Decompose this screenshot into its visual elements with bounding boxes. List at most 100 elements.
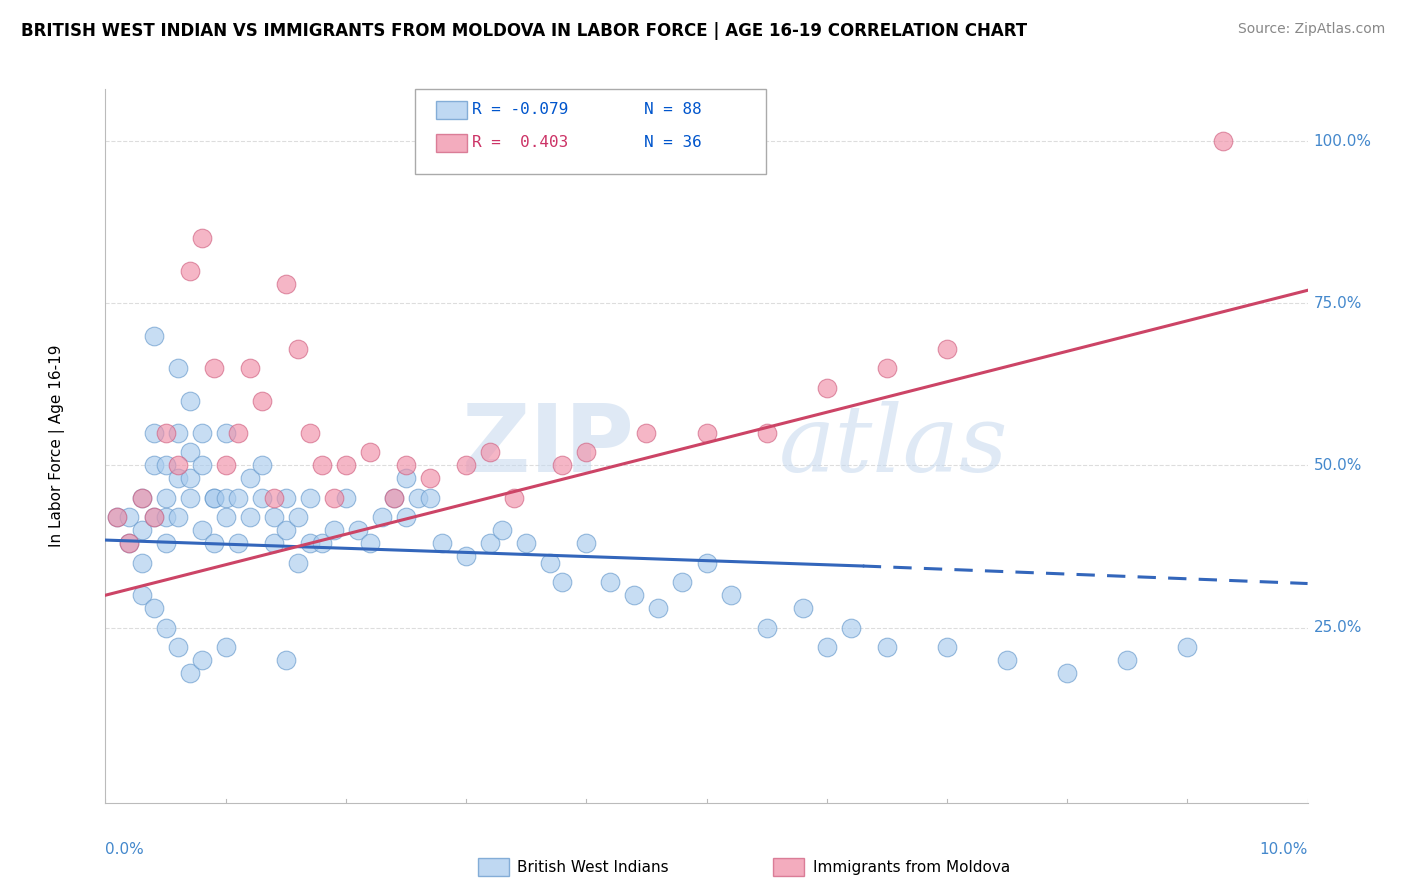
Text: N = 88: N = 88: [644, 103, 702, 117]
Point: [250, 491, 273, 505]
Point: [214, 510, 236, 524]
Point: [202, 491, 225, 505]
Text: R = -0.079: R = -0.079: [472, 103, 568, 117]
Point: [226, 536, 249, 550]
Point: [815, 381, 838, 395]
Point: [671, 575, 693, 590]
Point: [155, 491, 177, 505]
Point: [202, 491, 225, 505]
Point: [131, 491, 153, 505]
Point: [382, 491, 405, 505]
Point: [995, 653, 1018, 667]
Point: [1056, 666, 1078, 681]
Point: [335, 491, 357, 505]
Point: [142, 601, 165, 615]
Text: Immigrants from Moldova: Immigrants from Moldova: [813, 860, 1010, 874]
Point: [839, 621, 862, 635]
Point: [538, 556, 561, 570]
Point: [515, 536, 537, 550]
Point: [142, 458, 165, 473]
Point: [179, 393, 201, 408]
Text: BRITISH WEST INDIAN VS IMMIGRANTS FROM MOLDOVA IN LABOR FORCE | AGE 16-19 CORREL: BRITISH WEST INDIAN VS IMMIGRANTS FROM M…: [21, 22, 1028, 40]
Point: [274, 653, 297, 667]
Point: [179, 491, 201, 505]
Point: [131, 491, 153, 505]
Point: [166, 361, 188, 376]
Text: 100.0%: 100.0%: [1313, 134, 1372, 149]
Point: [263, 536, 285, 550]
Point: [792, 601, 814, 615]
Point: [239, 510, 262, 524]
Point: [118, 510, 141, 524]
Point: [347, 524, 370, 538]
Point: [226, 425, 249, 440]
Point: [274, 491, 297, 505]
Point: [287, 342, 309, 356]
Point: [936, 640, 959, 654]
Point: [131, 556, 153, 570]
Point: [131, 588, 153, 602]
Point: [263, 510, 285, 524]
Point: [503, 491, 526, 505]
Point: [876, 361, 898, 376]
Point: [599, 575, 621, 590]
Point: [142, 510, 165, 524]
Point: [623, 588, 645, 602]
Text: R =  0.403: R = 0.403: [472, 136, 568, 150]
Point: [1212, 134, 1234, 148]
Point: [815, 640, 838, 654]
Point: [696, 556, 718, 570]
Point: [118, 536, 141, 550]
Point: [155, 536, 177, 550]
Point: [239, 361, 262, 376]
Point: [287, 510, 309, 524]
Point: [322, 491, 344, 505]
Point: [419, 471, 441, 485]
Text: ZIP: ZIP: [461, 400, 634, 492]
Point: [166, 510, 188, 524]
Point: [274, 524, 297, 538]
Point: [419, 491, 441, 505]
Point: [155, 458, 177, 473]
Point: [454, 549, 477, 564]
Point: [179, 445, 201, 459]
Point: [202, 536, 225, 550]
Point: [454, 458, 477, 473]
Point: [1175, 640, 1198, 654]
Text: 0.0%: 0.0%: [105, 842, 145, 857]
Point: [575, 536, 598, 550]
Point: [166, 471, 188, 485]
Point: [250, 458, 273, 473]
Point: [263, 491, 285, 505]
Point: [430, 536, 453, 550]
Point: [359, 536, 381, 550]
Point: [214, 425, 236, 440]
Point: [166, 425, 188, 440]
Point: [179, 666, 201, 681]
Point: [107, 510, 129, 524]
Point: [479, 536, 502, 550]
Point: [179, 471, 201, 485]
Point: [551, 458, 574, 473]
Point: [406, 491, 429, 505]
Point: [491, 524, 513, 538]
Point: [155, 621, 177, 635]
Point: [298, 425, 321, 440]
Point: [755, 425, 778, 440]
Point: [298, 536, 321, 550]
Point: [226, 491, 249, 505]
Point: [636, 425, 658, 440]
Point: [696, 425, 718, 440]
Point: [142, 328, 165, 343]
Point: [155, 425, 177, 440]
Point: [335, 458, 357, 473]
Point: [311, 458, 333, 473]
Point: [395, 458, 418, 473]
Text: Source: ZipAtlas.com: Source: ZipAtlas.com: [1237, 22, 1385, 37]
Text: 75.0%: 75.0%: [1313, 296, 1362, 310]
Point: [190, 425, 212, 440]
Point: [214, 640, 236, 654]
Point: [155, 510, 177, 524]
Text: N = 36: N = 36: [644, 136, 702, 150]
Point: [395, 510, 418, 524]
